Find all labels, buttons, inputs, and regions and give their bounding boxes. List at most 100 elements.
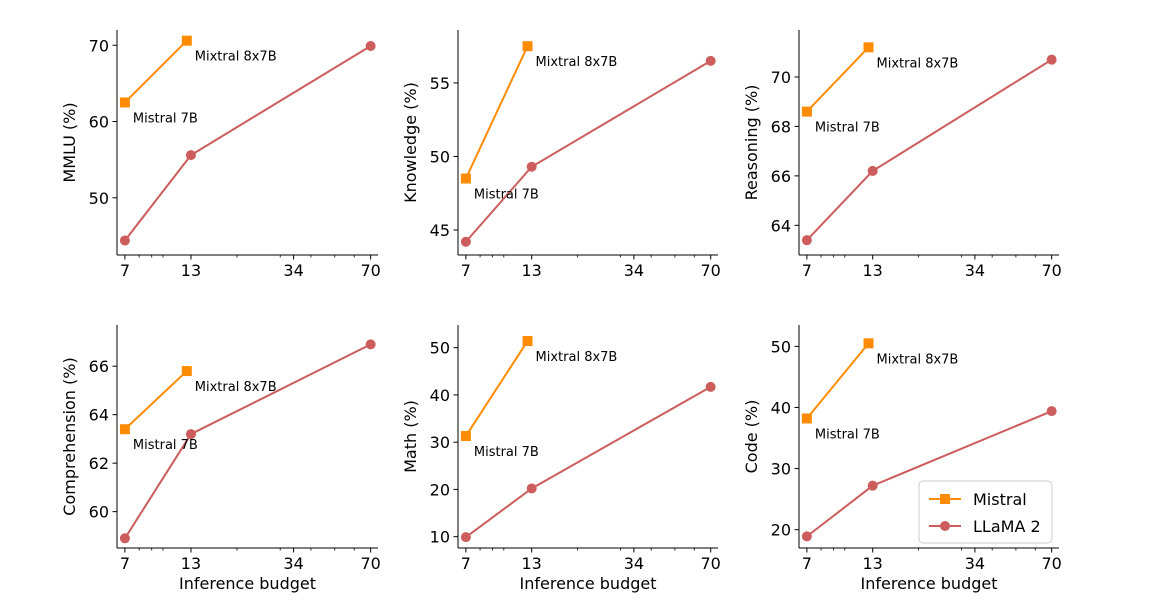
- data-point-mistral: [181, 35, 192, 46]
- series-line-mistral: [124, 39, 188, 104]
- x-tick-label: 13: [522, 554, 542, 573]
- x-axis-title: Inference budget: [179, 574, 316, 593]
- data-point-llama-2: [1046, 54, 1057, 65]
- data-point-mistral: [801, 413, 812, 424]
- x-tick-label: 34: [283, 554, 303, 573]
- x-tick-label: 70: [360, 261, 380, 280]
- y-tick-label: 62: [89, 454, 109, 473]
- x-tick-label: 34: [965, 261, 985, 280]
- annotation-label: Mixtral 8x7B: [195, 380, 277, 395]
- x-tick-label: 70: [700, 261, 720, 280]
- data-point-mistral: [119, 424, 130, 435]
- chart-panel-5: 7 13 34 70 10 20 30 40 50 Math (%) Inference budge…: [401, 325, 721, 593]
- annotation-label: Mistral 7B: [474, 445, 539, 460]
- series-line-mistral: [464, 45, 529, 179]
- y-tick-label: 40: [771, 398, 791, 417]
- legend-label-llama-2: LLaMA 2: [973, 517, 1041, 536]
- data-point-llama-2: [705, 381, 716, 392]
- data-point-llama-2: [526, 483, 537, 494]
- chart-panel-4: 7 13 34 70 60 62 64 66 Comprehension (%) Inferenc…: [60, 325, 381, 593]
- x-tick-label: 7: [120, 554, 130, 573]
- annotation-label: Mistral 7B: [133, 438, 198, 453]
- series-line-llama-2: [465, 60, 712, 243]
- y-tick-label: 68: [771, 117, 791, 136]
- x-tick-label: 7: [120, 261, 130, 280]
- y-tick-label: 50: [89, 189, 109, 208]
- legend-marker-mistral: [940, 494, 950, 504]
- x-tick-label: 34: [624, 554, 644, 573]
- y-tick-label: 64: [89, 406, 109, 425]
- data-point-llama-2: [119, 533, 130, 544]
- series-line-llama-2: [465, 386, 712, 538]
- y-axis-title: Code (%): [742, 400, 761, 474]
- data-point-mistral: [181, 366, 192, 377]
- x-tick-label: 34: [283, 261, 303, 280]
- data-point-llama-2: [365, 339, 376, 350]
- data-point-llama-2: [185, 429, 196, 440]
- data-point-mistral: [863, 42, 874, 53]
- x-tick-label: 70: [360, 554, 380, 573]
- annotation-label: Mixtral 8x7B: [195, 50, 277, 65]
- annotation-label: Mixtral 8x7B: [877, 352, 959, 367]
- y-tick-label: 70: [89, 36, 109, 55]
- y-tick-label: 40: [430, 386, 450, 405]
- x-axis-title: Inference budget: [861, 574, 998, 593]
- annotation-label: Mixtral 8x7B: [536, 350, 618, 365]
- y-tick-label: 60: [89, 503, 109, 522]
- legend-frame: [918, 480, 1053, 544]
- x-tick-label: 13: [181, 261, 201, 280]
- data-point-llama-2: [801, 235, 812, 246]
- series-line-llama-2: [124, 45, 372, 242]
- y-axis-title: Knowledge (%): [401, 82, 420, 203]
- x-tick-label: 7: [461, 554, 471, 573]
- y-tick-label: 66: [89, 357, 109, 376]
- data-point-mistral: [119, 97, 130, 108]
- y-axis-title: MMLU (%): [60, 102, 79, 182]
- chart-panel-2: 7 13 34 70 45 50 55 Knowledge (%) Mistral 7B Mixt…: [401, 30, 721, 280]
- data-point-mistral: [522, 41, 533, 52]
- y-tick-label: 60: [89, 113, 109, 132]
- annotation-label: Mistral 7B: [815, 121, 880, 136]
- series-line-mistral: [806, 342, 870, 420]
- x-axis-title: Inference budget: [520, 574, 657, 593]
- y-tick-label: 64: [771, 216, 791, 235]
- x-tick-label: 13: [863, 261, 883, 280]
- y-tick-label: 30: [771, 460, 791, 479]
- y-tick-label: 55: [430, 74, 450, 93]
- legend: Mistral LLaMA 2: [918, 480, 1053, 544]
- data-point-llama-2: [867, 480, 878, 491]
- data-point-llama-2: [119, 235, 130, 246]
- annotation-label: Mistral 7B: [474, 188, 539, 203]
- data-point-llama-2: [460, 532, 471, 543]
- series-line-llama-2: [806, 58, 1053, 241]
- x-tick-label: 34: [965, 554, 985, 573]
- x-tick-label: 13: [863, 554, 883, 573]
- data-point-llama-2: [801, 531, 812, 542]
- y-axis-title: Math (%): [401, 400, 420, 473]
- series-line-mistral: [806, 46, 870, 113]
- data-point-mistral: [801, 106, 812, 117]
- y-tick-label: 45: [430, 221, 450, 240]
- data-point-llama-2: [185, 150, 196, 161]
- x-tick-label: 7: [802, 261, 812, 280]
- x-tick-label: 13: [181, 554, 201, 573]
- chart-panel-6: 7 13 34 70 20 30 40 50 Code (%) Inference budget M…: [742, 325, 1062, 593]
- x-tick-label: 7: [802, 554, 812, 573]
- series-line-mistral: [124, 370, 188, 430]
- data-point-llama-2: [705, 55, 716, 66]
- y-tick-label: 50: [430, 147, 450, 166]
- data-point-mistral: [863, 338, 874, 349]
- data-point-mistral: [460, 431, 471, 442]
- y-tick-label: 70: [771, 68, 791, 87]
- x-tick-label: 13: [522, 261, 542, 280]
- chart-panel-1: 7 13 34 70 50 60 70 MMLU (%) Mistral 7B Mixtral 8…: [60, 30, 381, 280]
- x-tick-label: 7: [461, 261, 471, 280]
- annotation-label: Mixtral 8x7B: [536, 55, 618, 70]
- y-axis-title: Comprehension (%): [60, 357, 79, 515]
- annotation-label: Mistral 7B: [133, 111, 198, 126]
- y-tick-label: 20: [771, 521, 791, 540]
- data-point-llama-2: [526, 161, 537, 172]
- data-point-llama-2: [460, 236, 471, 247]
- data-point-llama-2: [867, 165, 878, 176]
